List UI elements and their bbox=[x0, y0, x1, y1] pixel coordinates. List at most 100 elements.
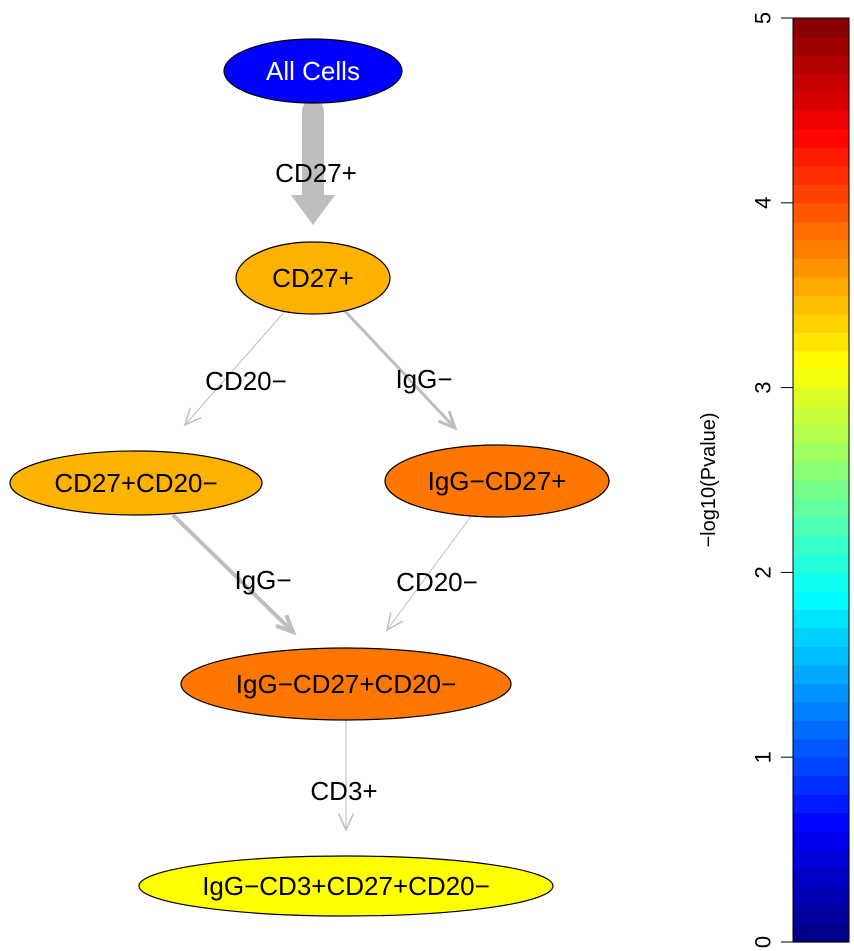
node-ellipse bbox=[384, 444, 610, 518]
colorbar-step bbox=[793, 590, 849, 610]
colorbar-tick-label: 5 bbox=[751, 12, 776, 24]
node-ellipse bbox=[9, 450, 263, 516]
arrowhead bbox=[385, 612, 404, 632]
edge-cd27-to-cd27cd20: CD20− bbox=[183, 309, 287, 427]
colorbar-step bbox=[793, 905, 849, 925]
colorbar-step bbox=[793, 498, 849, 518]
edge-line bbox=[386, 514, 473, 631]
node-ellipse bbox=[138, 855, 554, 917]
colorbar-step bbox=[793, 276, 849, 296]
edge-label: CD3+ bbox=[310, 776, 377, 806]
colorbar-step bbox=[793, 720, 849, 740]
colorbar-step bbox=[793, 128, 849, 148]
colorbar: 0 1 2 3 4 5 −log10(Pvalue) bbox=[698, 12, 850, 948]
colorbar-tick-label: 2 bbox=[751, 566, 776, 578]
colorbar-step bbox=[793, 812, 849, 832]
edge-iggcd27-to-iggcd27cd20: CD20− bbox=[385, 514, 478, 632]
colorbar-gradient bbox=[793, 18, 849, 943]
colorbar-title: −log10(Pvalue) bbox=[698, 412, 720, 547]
colorbar-step bbox=[793, 221, 849, 241]
colorbar-step bbox=[793, 849, 849, 869]
colorbar-step bbox=[793, 18, 849, 38]
node-ellipse bbox=[223, 38, 403, 104]
colorbar-step bbox=[793, 406, 849, 426]
colorbar-step bbox=[793, 295, 849, 315]
colorbar-step bbox=[793, 54, 849, 75]
colorbar-step bbox=[793, 923, 849, 943]
node-iggcd27cd20: IgG−CD27+CD20− bbox=[180, 647, 512, 721]
colorbar-ticks: 0 1 2 3 4 5 bbox=[751, 12, 793, 948]
colorbar-step bbox=[793, 147, 849, 167]
node-cd27cd20: CD27+CD20− bbox=[9, 450, 263, 516]
colorbar-step bbox=[793, 831, 849, 851]
colorbar-step bbox=[793, 350, 849, 370]
edge-line bbox=[342, 308, 457, 430]
colorbar-step bbox=[793, 886, 849, 906]
colorbar-step bbox=[793, 646, 849, 666]
colorbar-tick-label: 3 bbox=[751, 381, 776, 393]
colorbar-tick-label: 4 bbox=[751, 197, 776, 209]
arrowhead bbox=[337, 813, 355, 832]
edge-label: IgG− bbox=[234, 565, 291, 595]
colorbar-step bbox=[793, 165, 849, 185]
edge-line bbox=[171, 513, 295, 634]
node-all: All Cells bbox=[223, 38, 403, 104]
colorbar-step bbox=[793, 553, 849, 573]
arrowhead bbox=[437, 410, 458, 431]
colorbar-step bbox=[793, 443, 849, 463]
node-ellipse bbox=[180, 647, 512, 721]
colorbar-step bbox=[793, 424, 849, 444]
node-label: CD27+CD20− bbox=[54, 468, 217, 498]
node-label: IgG−CD3+CD27+CD20− bbox=[202, 871, 490, 901]
node-ellipse bbox=[235, 241, 391, 315]
edge-label: CD20− bbox=[396, 567, 478, 597]
edge-label: IgG− bbox=[395, 364, 452, 394]
arrowhead bbox=[183, 407, 202, 427]
edge-label: CD20− bbox=[205, 366, 287, 396]
edge-label: CD27+ bbox=[275, 158, 357, 188]
node-iggcd3cd27cd20: IgG−CD3+CD27+CD20− bbox=[138, 855, 554, 917]
colorbar-step bbox=[793, 868, 849, 888]
edge-iggcd27cd20-to-iggcd3cd27cd20: CD3+ bbox=[310, 720, 378, 832]
colorbar-step bbox=[793, 313, 849, 333]
colorbar-step bbox=[793, 664, 849, 684]
colorbar-step bbox=[793, 794, 849, 814]
edge-line bbox=[184, 309, 287, 426]
colorbar-step bbox=[793, 91, 849, 111]
colorbar-frame bbox=[792, 17, 850, 943]
colorbar-step bbox=[793, 387, 849, 407]
colorbar-step bbox=[793, 609, 849, 629]
colorbar-step bbox=[793, 184, 849, 204]
colorbar-step bbox=[793, 461, 849, 481]
colorbar-step bbox=[793, 683, 849, 703]
colorbar-step bbox=[793, 572, 849, 592]
node-label: All Cells bbox=[266, 56, 360, 86]
colorbar-step bbox=[793, 775, 849, 795]
colorbar-step bbox=[793, 239, 849, 259]
colorbar-step bbox=[793, 73, 849, 93]
colorbar-tick-label: 0 bbox=[751, 936, 776, 948]
arrowhead bbox=[275, 614, 297, 636]
node-iggcd27: IgG−CD27+ bbox=[384, 444, 610, 518]
colorbar-step bbox=[793, 516, 849, 537]
node-label: IgG−CD27+ bbox=[428, 466, 567, 496]
colorbar-step bbox=[793, 202, 849, 222]
node-cd27: CD27+ bbox=[235, 241, 391, 315]
node-label: CD27+ bbox=[272, 263, 354, 293]
colorbar-step bbox=[793, 36, 849, 56]
edge-cd27cd20-to-iggcd27cd20: IgG− bbox=[171, 513, 297, 636]
node-label: IgG−CD27+CD20− bbox=[236, 669, 456, 699]
colorbar-step bbox=[793, 535, 849, 555]
edge-cd27-to-iggcd27: IgG− bbox=[342, 308, 458, 431]
colorbar-step bbox=[793, 701, 849, 721]
colorbar-step bbox=[793, 110, 849, 130]
colorbar-step bbox=[793, 480, 849, 500]
colorbar-step bbox=[793, 757, 849, 777]
colorbar-step bbox=[793, 627, 849, 647]
colorbar-step bbox=[793, 332, 849, 352]
edge-all-to-cd27: CD27+ bbox=[275, 100, 357, 225]
colorbar-step bbox=[793, 738, 849, 758]
arrowhead bbox=[291, 195, 335, 225]
